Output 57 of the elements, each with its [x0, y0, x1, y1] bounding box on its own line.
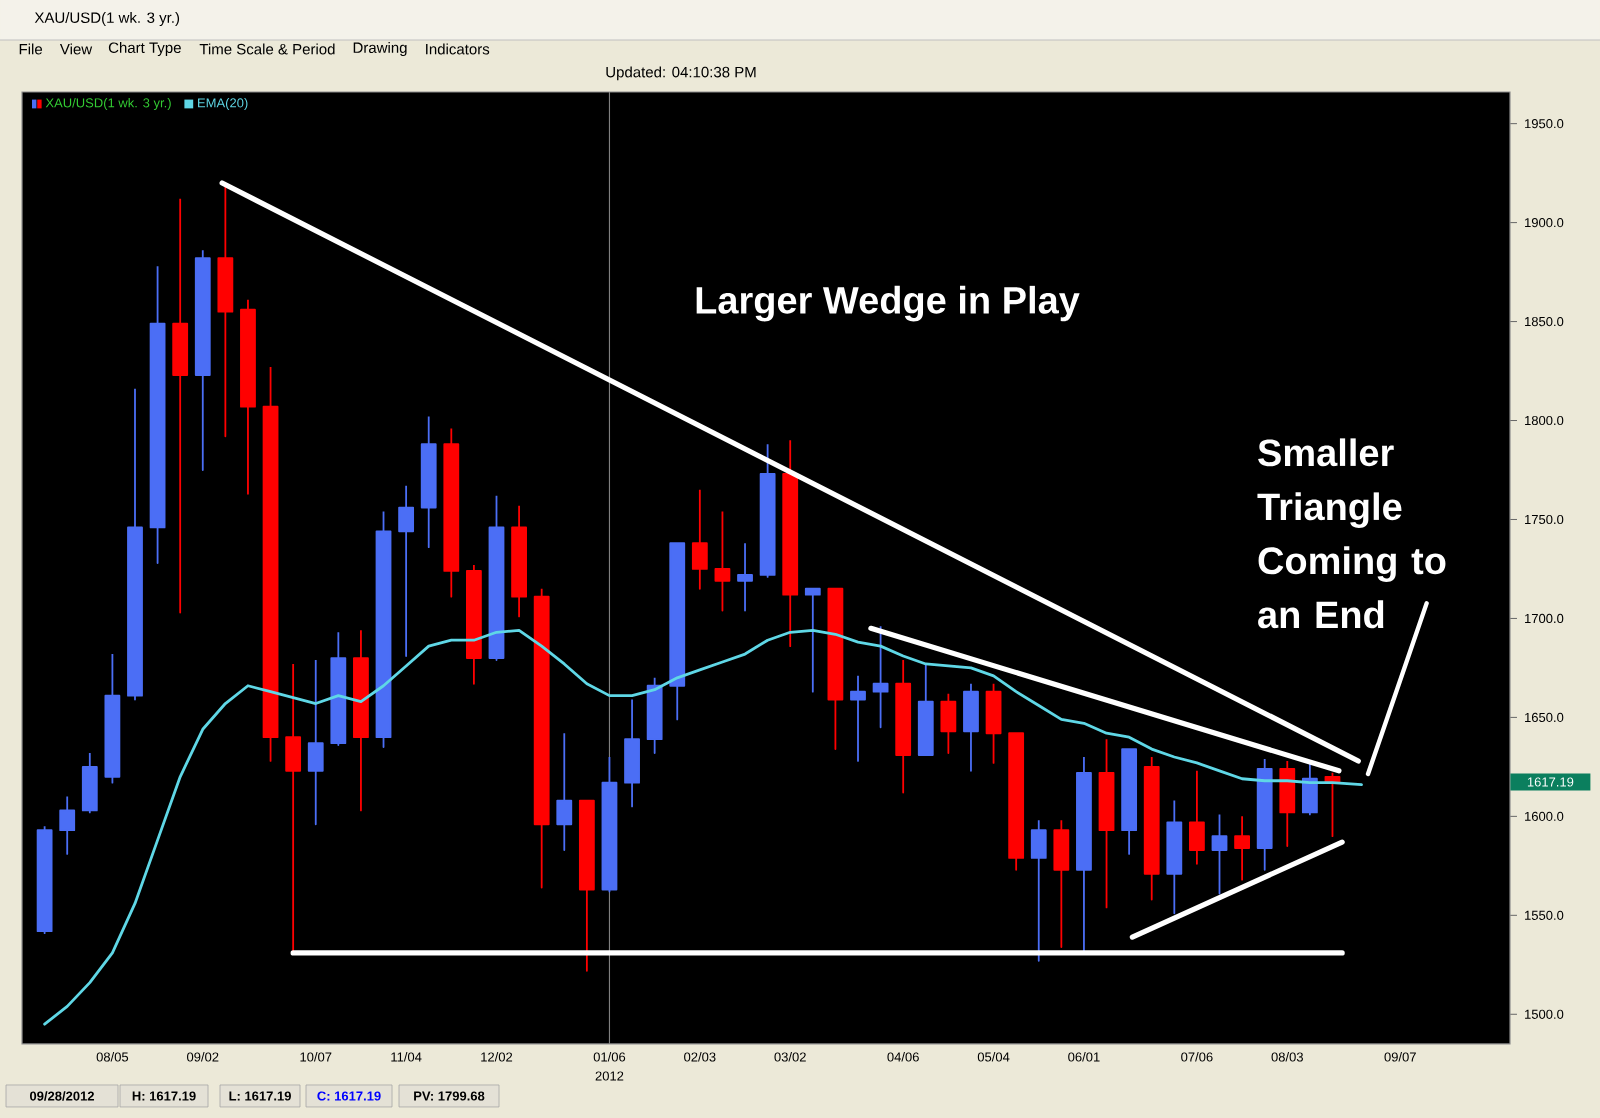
candlestick — [307, 659, 324, 826]
candlestick — [1121, 748, 1138, 855]
candlestick — [646, 676, 663, 754]
candlestick — [1076, 756, 1092, 952]
candlestick — [285, 663, 302, 952]
candlestick — [1234, 815, 1250, 881]
candlestick — [262, 366, 279, 762]
candlestick — [240, 298, 256, 495]
candlestick — [488, 494, 505, 661]
candlestick — [1166, 799, 1183, 915]
candlestick — [1098, 738, 1115, 909]
candlestick — [443, 427, 460, 598]
candlestick — [669, 542, 686, 721]
candlestick — [1279, 760, 1296, 847]
candlestick — [330, 631, 347, 747]
candlestick — [1053, 819, 1070, 948]
candlestick — [81, 752, 98, 814]
candlestick — [1143, 756, 1160, 901]
candlestick — [985, 682, 1002, 764]
candlestick — [1008, 732, 1025, 871]
candlestick — [420, 415, 437, 549]
candlestick — [782, 439, 799, 648]
candlestick — [1189, 769, 1205, 865]
candlestick — [59, 795, 76, 855]
candlestick — [104, 653, 121, 784]
candlestick — [127, 387, 143, 701]
candlestick — [714, 510, 731, 612]
candlestick — [149, 265, 166, 564]
candlestick — [194, 249, 211, 471]
candlestick — [533, 587, 550, 889]
candlestick — [827, 587, 844, 750]
candlestick — [917, 663, 934, 756]
candlestick — [375, 510, 392, 748]
candlestick — [804, 587, 821, 693]
candlestick — [601, 756, 618, 893]
candlestick — [963, 682, 979, 772]
candlestick — [578, 799, 595, 972]
candlestick — [691, 488, 708, 590]
candlestick — [895, 659, 912, 794]
candlestick — [850, 674, 866, 762]
candlestick — [353, 629, 369, 812]
candlestick — [398, 484, 415, 657]
candlestick — [465, 564, 482, 685]
candlestick — [624, 698, 640, 808]
candlestick — [556, 732, 573, 851]
candlestick — [940, 692, 957, 754]
candlestick — [759, 443, 776, 578]
candlestick — [737, 542, 753, 612]
annotation: Larger Wedge in Play — [696, 285, 1080, 322]
candlestick — [1256, 758, 1273, 871]
candlestick — [36, 825, 53, 935]
candlestick — [217, 186, 234, 438]
candlestick — [172, 197, 189, 614]
candlestick — [511, 504, 527, 618]
candlestick — [1030, 819, 1047, 962]
annotation: Smaller Triangle Coming to an End — [1257, 438, 1446, 629]
candlestick — [1301, 762, 1318, 816]
